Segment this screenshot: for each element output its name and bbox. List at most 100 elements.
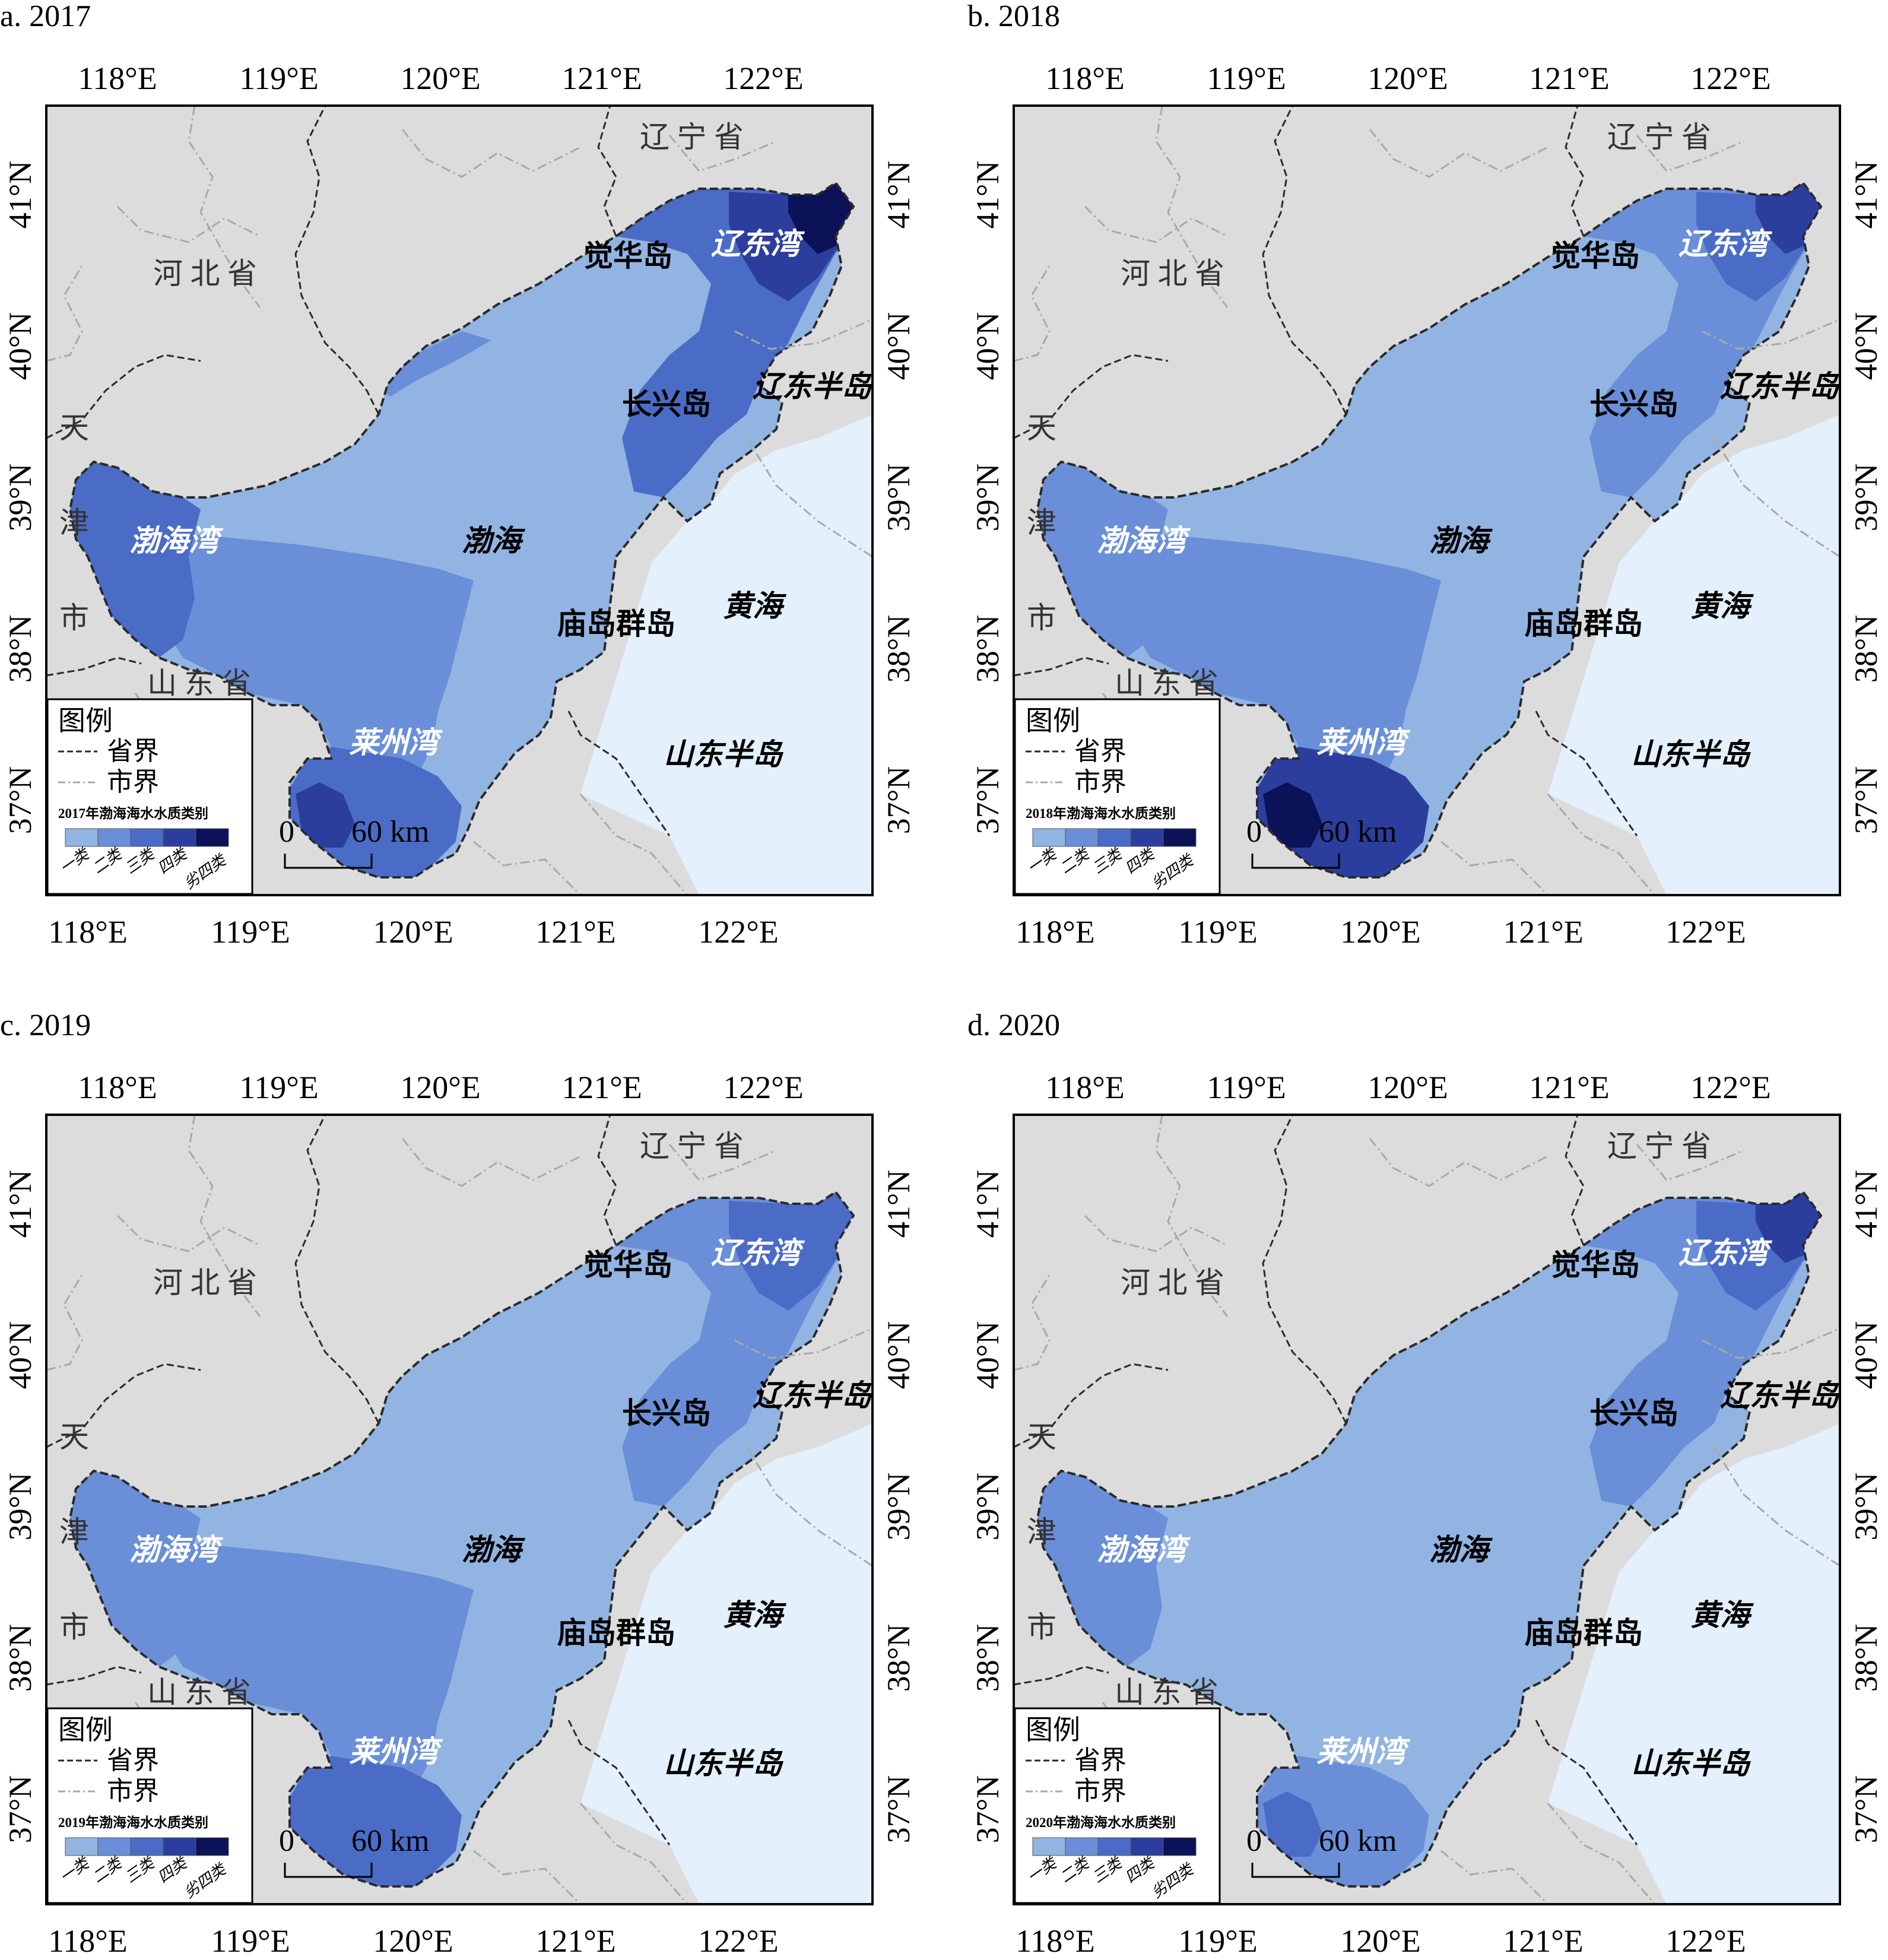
longitude-tick-label: 120°E: [1367, 61, 1448, 96]
longitude-tick-label: 120°E: [373, 1923, 453, 1959]
latitude-tick-label: 37°N: [970, 1775, 1005, 1844]
label-hebei-province: 河 北 省: [1121, 1266, 1224, 1299]
bohai-sea-base-zone: [70, 1192, 853, 1886]
water-quality-zone-bohai-bay: [1037, 1471, 1168, 1667]
city-boundary-line: [734, 1327, 872, 1359]
legend-caption: 2019年渤海海水水质类别: [58, 1815, 208, 1830]
label-yellow-sea: 黄海: [723, 1599, 786, 1632]
longitude-tick-label: 118°E: [1045, 61, 1125, 96]
city-boundary-line: [116, 205, 261, 243]
label-tianjin-city: 市: [1027, 1610, 1056, 1644]
label-tianjin-city: 市: [59, 1610, 89, 1644]
legend-color-swatch: [163, 1837, 196, 1856]
city-boundary-line: [473, 841, 582, 895]
legend-title: 图例: [58, 706, 113, 736]
longitude-tick-label: 122°E: [723, 1070, 804, 1105]
province-boundary-line: [294, 1115, 380, 1424]
city-boundary-line: [1014, 265, 1051, 362]
longitude-tick-label: 119°E: [1207, 1070, 1286, 1105]
label-liaoning-province: 辽 宁 省: [640, 1130, 744, 1163]
water-quality-zone-central-south: [1121, 533, 1441, 806]
longitude-tick-label: 122°E: [1690, 61, 1771, 96]
legend-caption: 2020年渤海海水水质类别: [1026, 1815, 1176, 1830]
city-boundary-line: [116, 1214, 261, 1252]
latitude-tick-label: 40°N: [970, 1321, 1005, 1390]
longitude-tick-label: 119°E: [1178, 1923, 1258, 1959]
longitude-tick-label: 121°E: [535, 1923, 616, 1959]
latitude-tick-label: 37°N: [2, 1775, 38, 1844]
province-boundary-line: [1535, 1720, 1638, 1845]
legend-province-boundary-label: 省界: [1074, 737, 1127, 766]
label-juehua-island: 觉华岛: [1551, 239, 1640, 272]
water-quality-zone-laizhou-core: [1263, 782, 1322, 848]
legend-title: 图例: [58, 1715, 113, 1745]
city-boundary-line: [1713, 1447, 1840, 1567]
label-juehua-island: 觉华岛: [1551, 1248, 1640, 1282]
label-bohai-sea: 渤海: [462, 1533, 525, 1566]
latitude-tick-label: 38°N: [2, 615, 38, 683]
legend-title: 图例: [1026, 1715, 1080, 1745]
map-panel-b: b. 2018 118°E 119°E 120°E 121°E 122°E 118°E 119…: [967, 0, 1884, 950]
label-tianjin-city: 天: [59, 1420, 89, 1454]
latitude-tick-label: 37°N: [1848, 766, 1884, 835]
legend-color-swatch: [1130, 828, 1164, 847]
longitude-tick-label: 121°E: [535, 914, 616, 950]
label-tianjin-city: 市: [59, 601, 89, 635]
longitude-tick-label: 119°E: [239, 1070, 319, 1105]
label-liaoning-province: 辽 宁 省: [1607, 1130, 1711, 1163]
water-quality-zone-laizhou-core: [1263, 1791, 1322, 1857]
latitude-tick-label: 39°N: [1848, 464, 1884, 532]
yellow-sea-area: [580, 1423, 872, 1904]
map-panel-a: a. 2017 118°E 119°E 120°E 121°E 122°E 118°E 119…: [0, 0, 916, 950]
latitude-tick-label: 39°N: [970, 464, 1005, 532]
yellow-sea-area: [1548, 1423, 1840, 1904]
province-boundary-line: [1014, 354, 1169, 439]
longitude-tick-label: 121°E: [1503, 914, 1584, 950]
longitude-tick-label: 121°E: [561, 61, 642, 96]
legend-province-boundary-label: 省界: [1074, 1746, 1127, 1775]
legend-color-swatch: [97, 1837, 131, 1856]
latitude-tick-label: 41°N: [881, 161, 916, 229]
map-panel-c: c. 2019 118°E 119°E 120°E 121°E 122°E 118°E 119…: [0, 1009, 916, 1959]
legend-color-swatch: [1065, 1837, 1099, 1856]
longitude-tick-label: 122°E: [698, 914, 779, 950]
longitude-tick-label: 119°E: [239, 61, 319, 96]
province-boundary-line: [567, 711, 671, 836]
latitude-tick-label: 41°N: [970, 1170, 1005, 1238]
longitude-tick-label: 122°E: [1665, 914, 1746, 950]
legend-color-swatch: [1097, 828, 1131, 847]
city-boundary-line: [1369, 1138, 1549, 1187]
label-shandong-province: 山 东 省: [147, 667, 251, 700]
label-liaodong-peninsula: 辽东半岛: [753, 370, 873, 403]
label-changxing-island: 长兴岛: [622, 1397, 711, 1430]
city-boundary-line: [188, 106, 261, 308]
label-liaodong-peninsula: 辽东半岛: [1720, 370, 1841, 403]
longitude-tick-label: 120°E: [1367, 1070, 1448, 1105]
province-boundary-line: [46, 1363, 201, 1448]
longitude-tick-label: 118°E: [1016, 914, 1095, 950]
label-tianjin-city: 天: [1027, 411, 1056, 445]
label-bohai-bay: 渤海湾: [129, 1533, 224, 1566]
city-boundary-line: [579, 794, 688, 895]
label-bohai-bay: 渤海湾: [129, 524, 224, 557]
label-bohai-sea: 渤海: [1429, 1533, 1493, 1566]
water-quality-zone-laizhou-core: [296, 1791, 355, 1857]
legend-color-swatch: [195, 1837, 229, 1856]
province-boundary-line: [1565, 106, 1585, 237]
label-yellow-sea: 黄海: [723, 589, 786, 623]
legend-title: 图例: [1026, 706, 1080, 736]
longitude-tick-label: 121°E: [1529, 1070, 1610, 1105]
latitude-tick-label: 40°N: [881, 1321, 916, 1390]
label-shandong-province: 山 东 省: [1115, 1676, 1219, 1709]
latitude-tick-label: 41°N: [1848, 1170, 1884, 1238]
province-boundary-line: [1535, 711, 1638, 836]
panel-title-d: d. 2020: [967, 1009, 1060, 1042]
longitude-tick-label: 120°E: [400, 1070, 481, 1105]
water-quality-zone-central-south: [153, 1542, 474, 1815]
latitude-tick-label: 39°N: [1848, 1473, 1884, 1541]
city-boundary-line: [473, 1850, 582, 1904]
